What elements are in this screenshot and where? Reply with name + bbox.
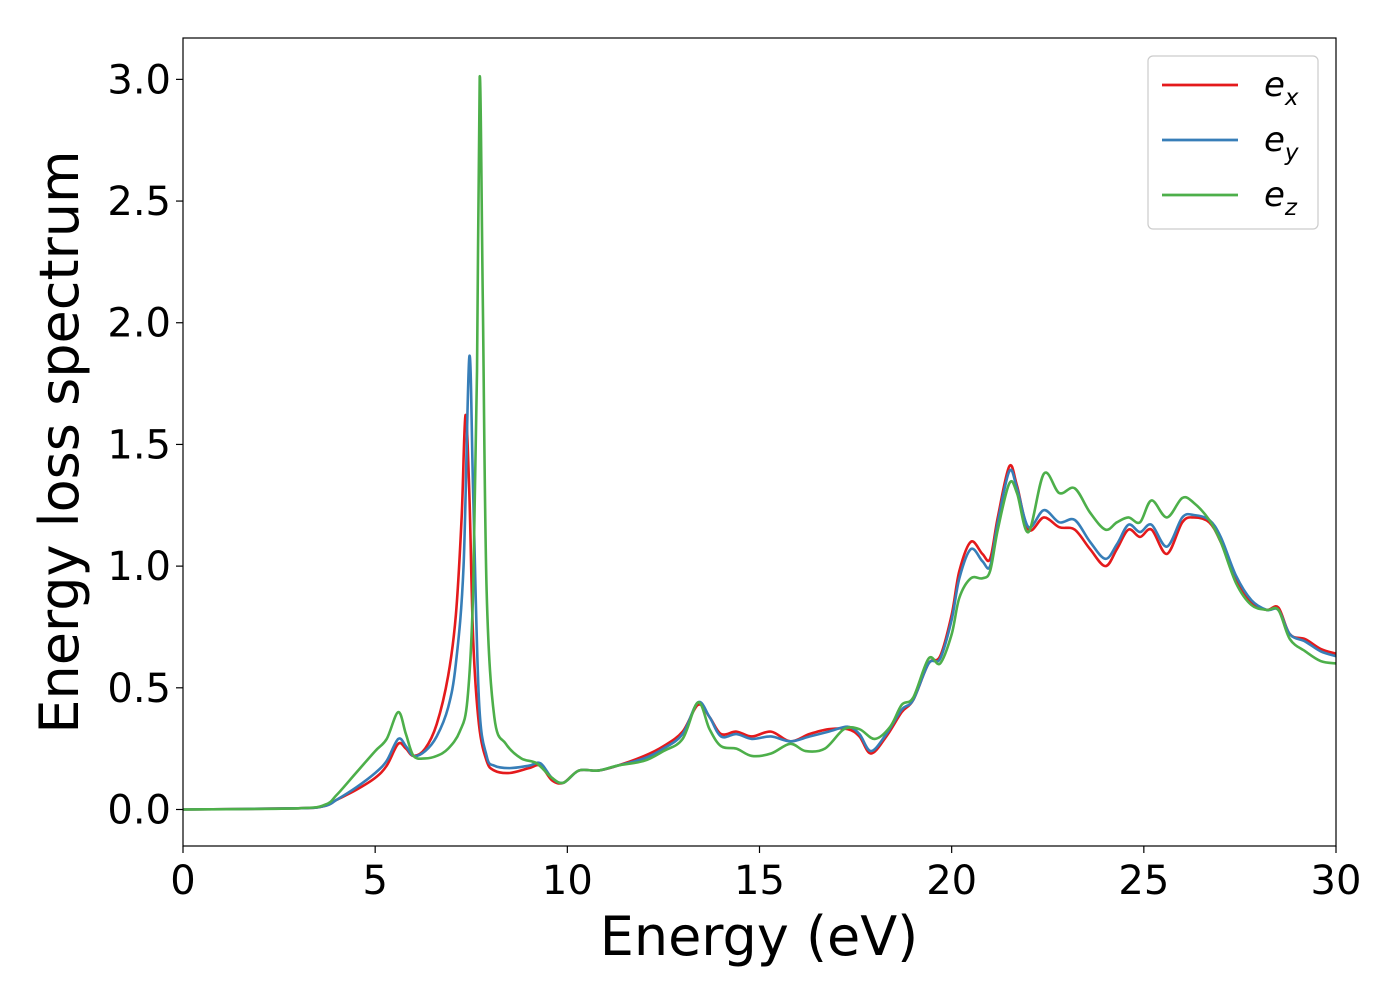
x-tick-label: 5	[362, 858, 387, 904]
y-tick-label: 0.0	[107, 787, 171, 833]
series-line-x	[183, 413, 1336, 811]
x-tick-label: 20	[926, 858, 977, 904]
y-tick-label: 2.0	[107, 301, 171, 347]
x-tick-label: 30	[1311, 858, 1362, 904]
series-line-z	[183, 75, 1336, 811]
series-line-y	[183, 354, 1336, 811]
legend-box	[1147, 55, 1319, 230]
y-tick-label: 1.0	[107, 544, 171, 590]
x-axis-label: Energy (eV)	[600, 905, 919, 968]
y-tick-label: 1.5	[107, 422, 171, 468]
x-tick-label: 10	[542, 858, 593, 904]
plot-lines	[183, 75, 1336, 811]
x-tick-label: 15	[734, 858, 785, 904]
y-tick-label: 0.5	[107, 666, 171, 712]
y-tick-label: 2.5	[107, 179, 171, 225]
x-axis: 0 5 10 15 20 25 30	[170, 846, 1361, 904]
x-tick-label: 0	[170, 858, 195, 904]
x-tick-label: 25	[1118, 858, 1169, 904]
y-axis-label: Energy loss spectrum	[28, 150, 91, 733]
y-tick-label: 3.0	[107, 57, 171, 103]
y-axis: 0.0 0.5 1.0 1.5 2.0 2.5 3.0	[107, 57, 183, 833]
